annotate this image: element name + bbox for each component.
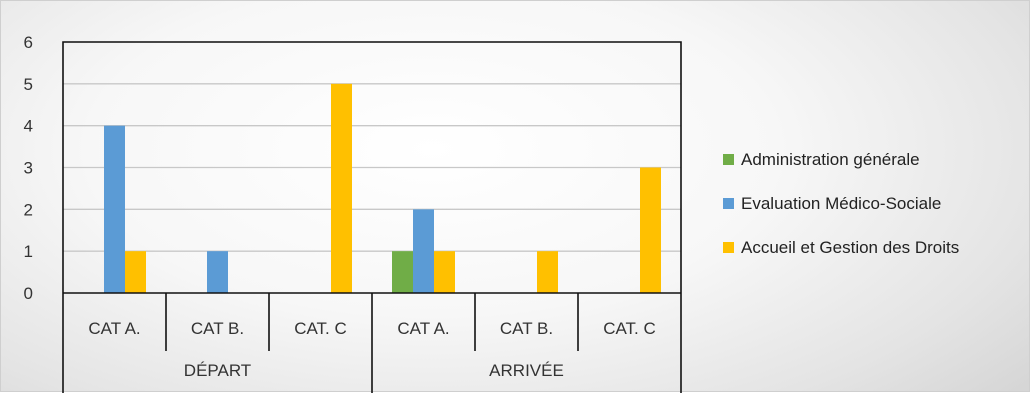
bar <box>640 167 661 293</box>
bar <box>434 251 455 293</box>
y-tick-label: 6 <box>24 33 33 52</box>
legend-swatch <box>723 198 734 209</box>
bar <box>104 125 125 294</box>
y-tick-label: 4 <box>24 117 33 136</box>
bar <box>537 251 558 293</box>
legend-label: Administration générale <box>741 150 920 169</box>
x-group-label: ARRIVÉE <box>489 361 564 380</box>
x-category-label: CAT. C <box>294 319 347 338</box>
legend-label: Evaluation Médico-Sociale <box>741 194 941 213</box>
plot-frame <box>62 41 682 293</box>
x-category-label: CAT A. <box>397 319 449 338</box>
y-tick-label: 2 <box>24 200 33 219</box>
y-tick-label: 3 <box>24 159 33 178</box>
legend-label: Accueil et Gestion des Droits <box>741 238 959 257</box>
legend-swatch <box>723 154 734 165</box>
bar <box>331 83 352 293</box>
bar <box>125 251 146 293</box>
x-group-label: DÉPART <box>184 361 251 380</box>
x-category-label: CAT B. <box>500 319 553 338</box>
bar <box>392 251 413 293</box>
x-category-label: CAT B. <box>191 319 244 338</box>
y-tick-label: 5 <box>24 75 33 94</box>
bar <box>413 209 434 293</box>
x-category-label: CAT. C <box>603 319 656 338</box>
y-tick-label: 1 <box>24 242 33 261</box>
legend-swatch <box>723 242 734 253</box>
y-tick-label: 0 <box>24 284 33 303</box>
bar <box>207 251 228 293</box>
x-category-label: CAT A. <box>88 319 140 338</box>
